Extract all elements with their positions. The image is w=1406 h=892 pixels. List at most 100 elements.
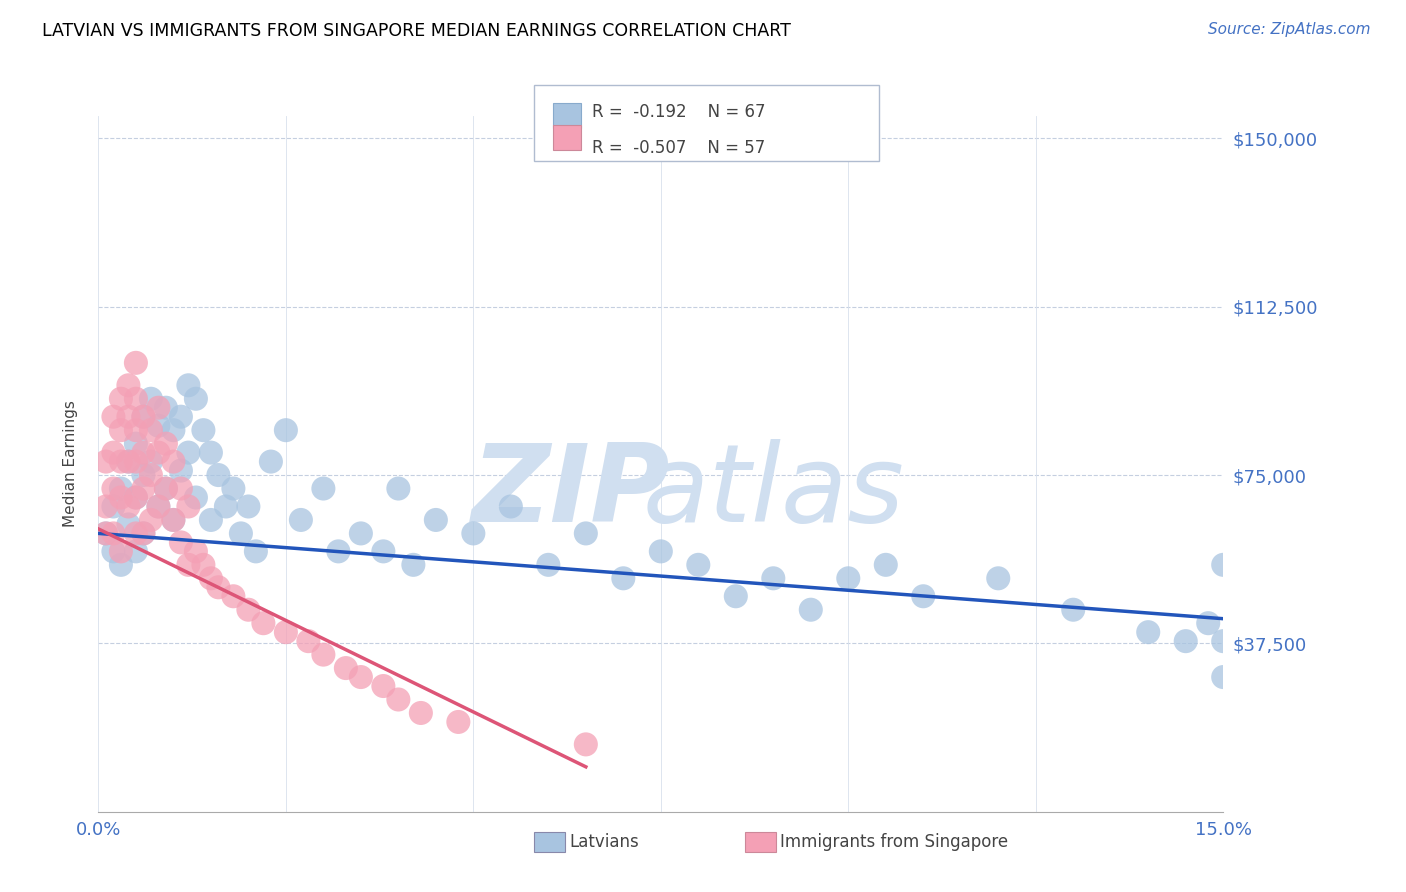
Point: [177, 445, 200, 459]
Point: [724, 589, 747, 603]
Point: [612, 571, 634, 585]
Point: [762, 571, 785, 585]
Point: [125, 454, 148, 468]
Point: [252, 616, 274, 631]
Point: [875, 558, 897, 572]
Point: [837, 571, 859, 585]
Point: [110, 392, 132, 406]
Point: [499, 500, 522, 514]
Point: [132, 468, 155, 483]
Point: [177, 500, 200, 514]
Point: [170, 535, 193, 549]
Point: [1174, 634, 1197, 648]
Point: [125, 544, 148, 558]
Point: [274, 625, 297, 640]
Text: R =  -0.507    N = 57: R = -0.507 N = 57: [592, 139, 765, 157]
Point: [650, 544, 672, 558]
Point: [387, 692, 409, 706]
Point: [912, 589, 935, 603]
Point: [328, 544, 350, 558]
Point: [117, 409, 139, 424]
Point: [177, 558, 200, 572]
Point: [148, 445, 170, 459]
Point: [1137, 625, 1160, 640]
Point: [117, 517, 139, 532]
Point: [162, 513, 184, 527]
Text: ZIP: ZIP: [471, 439, 671, 545]
Point: [117, 500, 139, 514]
Point: [132, 526, 155, 541]
Point: [350, 526, 373, 541]
Point: [132, 482, 155, 496]
Text: atlas: atlas: [643, 439, 904, 544]
Text: Source: ZipAtlas.com: Source: ZipAtlas.com: [1208, 22, 1371, 37]
Point: [110, 423, 132, 437]
Point: [117, 378, 139, 392]
Point: [402, 558, 425, 572]
Point: [290, 513, 312, 527]
Point: [148, 418, 170, 433]
Point: [193, 558, 215, 572]
Point: [125, 491, 148, 505]
Point: [335, 661, 357, 675]
Point: [155, 482, 177, 496]
Point: [94, 500, 117, 514]
Point: [373, 679, 395, 693]
Text: Latvians: Latvians: [569, 833, 640, 851]
Point: [103, 409, 125, 424]
Point: [238, 603, 260, 617]
Point: [125, 392, 148, 406]
Point: [200, 445, 222, 459]
Point: [125, 491, 148, 505]
Point: [200, 571, 222, 585]
Point: [132, 409, 155, 424]
Point: [350, 670, 373, 684]
Point: [94, 526, 117, 541]
Text: Immigrants from Singapore: Immigrants from Singapore: [780, 833, 1008, 851]
Point: [125, 423, 148, 437]
Point: [207, 468, 229, 483]
Point: [215, 500, 238, 514]
Text: R =  -0.192    N = 67: R = -0.192 N = 67: [592, 103, 765, 121]
Point: [409, 706, 432, 720]
Point: [155, 401, 177, 415]
Point: [155, 436, 177, 450]
Point: [103, 482, 125, 496]
Point: [575, 738, 598, 752]
Point: [132, 445, 155, 459]
Point: [170, 409, 193, 424]
Point: [125, 436, 148, 450]
Point: [238, 500, 260, 514]
Point: [387, 482, 409, 496]
Point: [575, 526, 598, 541]
Point: [139, 468, 162, 483]
Point: [170, 464, 193, 478]
Point: [125, 526, 148, 541]
Point: [170, 482, 193, 496]
Point: [110, 558, 132, 572]
Point: [132, 409, 155, 424]
Point: [125, 356, 148, 370]
Point: [139, 423, 162, 437]
Point: [110, 544, 132, 558]
Point: [162, 513, 184, 527]
Point: [537, 558, 560, 572]
Point: [800, 603, 823, 617]
Point: [148, 401, 170, 415]
Point: [1212, 670, 1234, 684]
Point: [110, 482, 132, 496]
Point: [94, 454, 117, 468]
Point: [103, 544, 125, 558]
Point: [94, 526, 117, 541]
Point: [229, 526, 252, 541]
Point: [110, 454, 132, 468]
Point: [1197, 616, 1219, 631]
Point: [312, 648, 335, 662]
Point: [162, 454, 184, 468]
Text: LATVIAN VS IMMIGRANTS FROM SINGAPORE MEDIAN EARNINGS CORRELATION CHART: LATVIAN VS IMMIGRANTS FROM SINGAPORE MED…: [42, 22, 792, 40]
Point: [274, 423, 297, 437]
Point: [463, 526, 485, 541]
Point: [184, 544, 207, 558]
Point: [110, 491, 132, 505]
Point: [207, 580, 229, 594]
